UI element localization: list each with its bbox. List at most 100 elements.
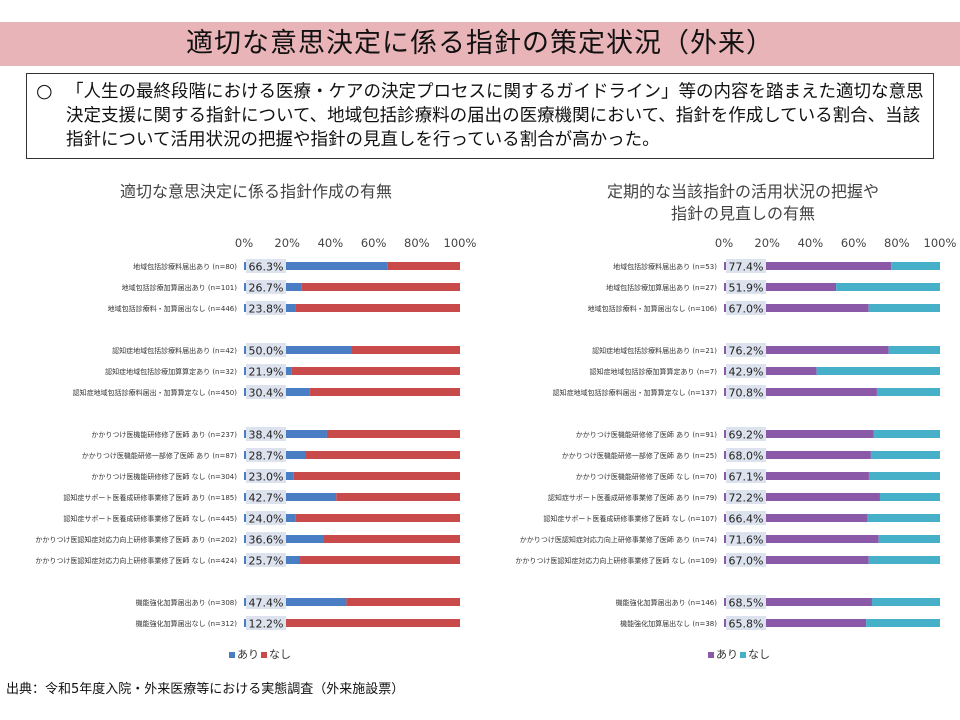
chart1-category-label: かかりつけ医認知症対応力向上研修事業修了医師 なし (n=424): [35, 556, 237, 565]
chart2-legend-label: あり: [716, 648, 738, 661]
chart2-category-label: 認知症地域包括診療料届出あり (n=21): [592, 346, 717, 355]
chart1-category-label: 認知症サポート医養成研修事業修了医師 なし (n=445): [63, 514, 237, 523]
chart2-title: 定期的な当該指針の活用状況の把握や: [607, 182, 879, 201]
chart2-data-label: 65.8%: [729, 618, 764, 631]
chart2-bar-yes: [724, 619, 867, 627]
chart2-bar-yes: [724, 556, 869, 564]
chart2-category-label: かかりつけ医機能研修修了医師 あり (n=91): [576, 430, 717, 439]
chart2-category-label: 地域包括診療加算届出あり (n=27): [606, 283, 717, 292]
chart1-data-label-bg: [246, 616, 286, 630]
chart1-category-label: 機能強化加算届出なし (n=312): [136, 619, 238, 628]
chart2-legend-swatch: [708, 652, 714, 658]
chart2-bar-no: [878, 535, 940, 543]
chart2-bar-yes: [724, 367, 817, 375]
chart1-bar-no: [323, 535, 460, 543]
chart2-bar-yes: [724, 283, 837, 291]
chart1-category-label: 地域包括診療料届出あり (n=80): [133, 262, 237, 271]
chart2-category-label: 認知症サポート医養成研修事業修了医師 あり (n=79): [548, 493, 717, 502]
chart2-x-tick: 20%: [754, 236, 780, 250]
chart1-legend-swatch: [229, 652, 235, 658]
chart1-x-tick: 40%: [318, 236, 344, 250]
chart2-data-label: 68.5%: [729, 597, 764, 610]
chart2-x-tick: 40%: [798, 236, 824, 250]
chart1-data-label-bg: [246, 385, 286, 399]
chart1-data-label-bg: [246, 490, 286, 504]
chart2-data-label-bg: [726, 343, 766, 357]
chart2-category-label: 認知症地域包括診療加算算定あり (n=7): [590, 367, 718, 376]
chart2-data-label-bg: [726, 490, 766, 504]
chart1-data-label-bg: [246, 343, 286, 357]
chart2-data-label: 67.0%: [729, 555, 764, 568]
chart2-data-label: 67.1%: [729, 471, 764, 484]
chart1-category-label: かかりつけ医機能研修修了医師 なし (n=304): [91, 472, 237, 481]
chart2-bar-yes: [724, 598, 872, 606]
chart1-data-label-bg: [246, 364, 286, 378]
chart1-category-label: 認知症地域包括診療料届出あり (n=42): [112, 346, 237, 355]
chart1-category-label: 地域包括診療加算届出あり (n=101): [122, 283, 238, 292]
chart1-data-label-bg: [246, 280, 286, 294]
chart2-bar-yes: [724, 262, 892, 270]
summary-text: 「人生の最終段階における医療・ケアの決定プロセスに関するガイドライン」等の内容を…: [66, 82, 924, 150]
chart2-data-label: 66.4%: [729, 513, 764, 526]
chart1-category-label: 認知症サポート医養成研修事業修了医師 あり (n=185): [63, 493, 237, 502]
chart2-data-label-bg: [726, 595, 766, 609]
chart2-data-label-bg: [726, 364, 766, 378]
chart1-category-label: 認知症地域包括診療料届出・加算算定なし (n=450): [73, 388, 238, 397]
chart2-data-label: 42.9%: [729, 366, 764, 379]
chart2-bar-no: [868, 472, 940, 480]
chart1-data-label-bg: [246, 595, 286, 609]
chart1-legend-swatch: [261, 652, 267, 658]
chart2-bar-no: [816, 367, 940, 375]
chart1-bar-no: [301, 283, 460, 291]
chart1-x-tick: 80%: [404, 236, 430, 250]
chart2-bar-no: [867, 514, 940, 522]
chart2-category-label: 認知症地域包括診療料届出・加算算定なし (n=137): [553, 388, 718, 397]
chart1-data-label: 26.7%: [249, 282, 284, 295]
chart1-bar-no: [336, 493, 460, 501]
chart2-data-label-bg: [726, 427, 766, 441]
chart1-bar-no: [352, 346, 460, 354]
chart2-bar-yes: [724, 304, 869, 312]
chart2-data-label: 77.4%: [729, 261, 764, 274]
chart2-legend-swatch: [740, 652, 746, 658]
chart1-data-label: 50.0%: [249, 345, 284, 358]
summary-box: [26, 73, 934, 159]
chart2-data-label-bg: [726, 259, 766, 273]
chart2-bar-no: [866, 619, 940, 627]
chart1-x-tick: 60%: [361, 236, 387, 250]
chart2-bar-no: [888, 346, 940, 354]
chart1-data-label-bg: [246, 427, 286, 441]
chart1-data-label-bg: [246, 301, 286, 315]
chart1-bar-no: [309, 388, 460, 396]
chart2-category-label: 地域包括診療料届出あり (n=53): [613, 262, 717, 271]
chart2-x-tick: 0%: [715, 236, 733, 250]
chart2-data-label: 72.2%: [729, 492, 764, 505]
chart1-data-label: 42.7%: [249, 492, 284, 505]
chart2-bar-no: [891, 262, 940, 270]
chart2-data-label-bg: [726, 301, 766, 315]
chart1-data-label: 30.4%: [249, 387, 284, 400]
chart2-data-label-bg: [726, 511, 766, 525]
chart1-data-label: 36.6%: [249, 534, 284, 547]
chart2-category-label: かかりつけ医機能研修一部修了医師 あり (n=25): [562, 451, 717, 460]
chart2-bar-yes: [724, 472, 869, 480]
chart1-bar-no: [387, 262, 460, 270]
chart2-data-label-bg: [726, 385, 766, 399]
chart2-data-label: 71.6%: [729, 534, 764, 547]
chart2-category-label: 地域包括診療料・加算届出なし (n=106): [588, 304, 718, 313]
chart1-data-label: 66.3%: [249, 261, 284, 274]
chart2-data-label: 68.0%: [729, 450, 764, 463]
chart2-category-label: 機能強化加算届出なし (n=38): [620, 619, 717, 628]
chart2-data-label: 69.2%: [729, 429, 764, 442]
chart1-category-label: かかりつけ医機能研修一部修了医師 あり (n=87): [82, 451, 237, 460]
chart2-data-label-bg: [726, 616, 766, 630]
chart2-bar-no: [868, 556, 940, 564]
chart1-data-label: 21.9%: [249, 366, 284, 379]
chart2-category-label: 認知症サポート医養成研修事業修了医師 なし (n=107): [543, 514, 717, 523]
chart1-data-label: 28.7%: [249, 450, 284, 463]
chart2-data-label-bg: [726, 553, 766, 567]
chart2-bar-yes: [724, 514, 868, 522]
chart1-title: 適切な意思決定に係る指針作成の有無: [120, 182, 392, 201]
chart2-data-label: 76.2%: [729, 345, 764, 358]
chart2-category-label: 機能強化加算届出あり (n=146): [616, 598, 718, 607]
